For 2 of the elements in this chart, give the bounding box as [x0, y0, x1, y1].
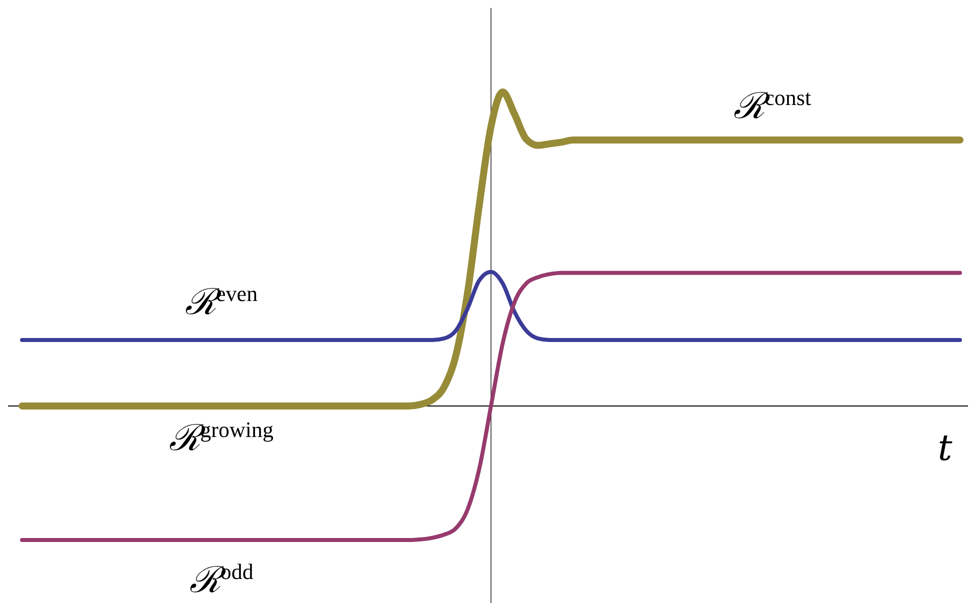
- annotation: ℛ$^{growing}$: [169, 416, 274, 459]
- x-axis-title: t: [938, 428, 953, 469]
